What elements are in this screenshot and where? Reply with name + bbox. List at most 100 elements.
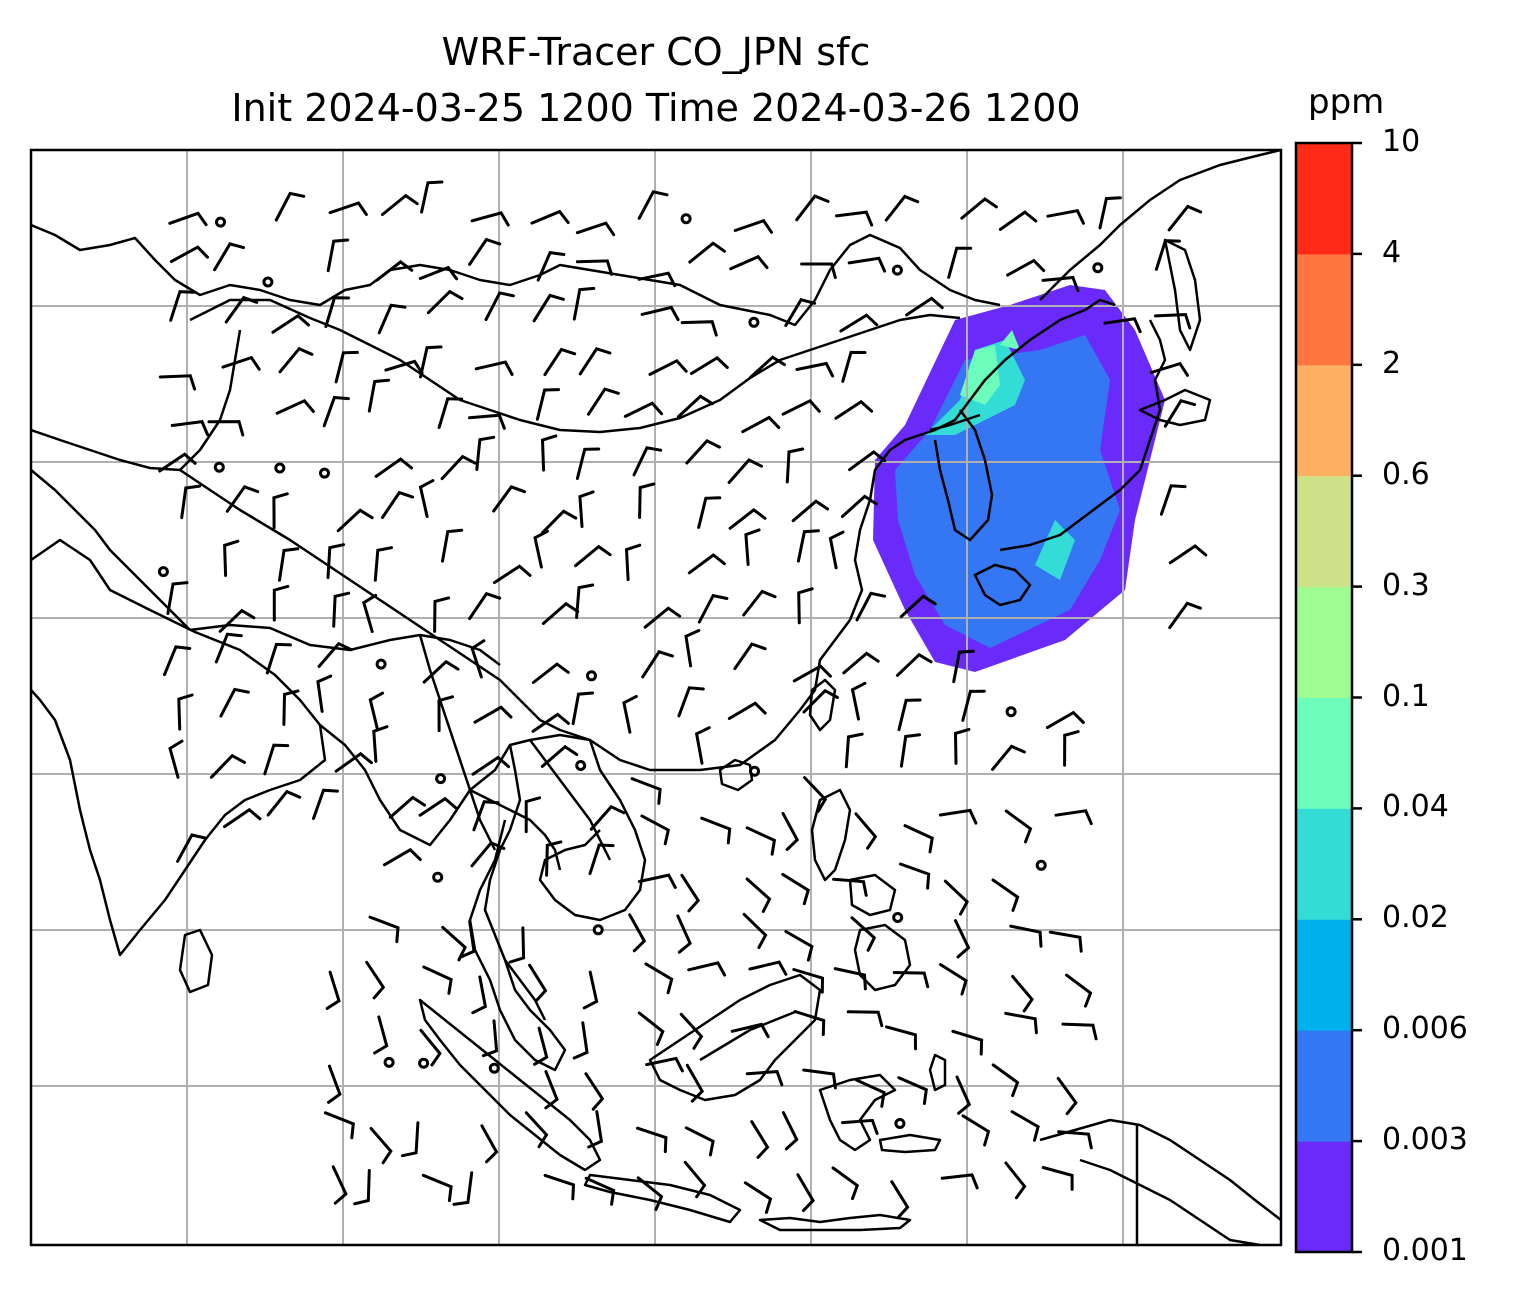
wind-barb: [846, 1010, 884, 1028]
wind-barb: [850, 681, 867, 721]
wind-barb: [578, 490, 595, 528]
wind-barb: [1061, 1022, 1098, 1041]
coast-lesser-sunda: [758, 1213, 912, 1232]
wind-barb: [274, 191, 306, 222]
wind-barb: [381, 193, 419, 216]
coast-borneo: [648, 973, 822, 1102]
wind-barb: [890, 1180, 910, 1219]
plume-level-004: [960, 330, 1020, 405]
wind-barb: [271, 313, 310, 334]
wind-barb: [728, 508, 767, 530]
colorbar-segment: [1296, 1141, 1352, 1253]
map-title-line1: WRF-Tracer CO_JPN sfc: [441, 30, 871, 74]
colorbar-tick-label: 0.3: [1382, 567, 1430, 603]
wind-calm-marker: [262, 276, 274, 288]
wind-barb: [332, 591, 351, 628]
wind-barb: [377, 303, 407, 335]
wind-barb: [898, 862, 931, 890]
wind-calm-marker: [435, 773, 447, 785]
wind-barb: [839, 313, 879, 333]
wind-barb: [828, 530, 845, 570]
wind-barb: [422, 659, 460, 684]
wind-barb: [1168, 544, 1208, 565]
colorbar-tick-label: 10: [1382, 124, 1421, 159]
wind-barb: [680, 873, 701, 913]
wind-barb: [265, 642, 292, 675]
wind-barb: [419, 345, 443, 379]
wind-barb: [481, 1019, 499, 1058]
wind-barb: [636, 1126, 668, 1154]
wind-barb: [991, 744, 1026, 771]
wind-barb: [541, 509, 578, 535]
wind-barb: [209, 753, 246, 779]
wind-barb: [697, 593, 729, 624]
wind-barb: [645, 1056, 684, 1073]
wind-barb: [471, 975, 488, 1015]
wind-barb: [781, 1111, 799, 1151]
wind-barb: [796, 529, 820, 563]
coast-new-guinea: [1039, 1118, 1281, 1221]
wind-barb: [373, 546, 393, 582]
wind-barb: [334, 751, 373, 773]
wind-barb: [169, 245, 209, 263]
wind-barb: [574, 544, 612, 568]
wind-barb: [535, 388, 561, 421]
colorbar-segment: [1296, 808, 1352, 920]
wind-barb: [742, 589, 777, 617]
wind-barb: [437, 695, 454, 733]
wind-barb: [170, 419, 209, 436]
wind-barb: [471, 755, 511, 776]
wind-calm-marker: [215, 216, 226, 228]
wind-barb: [743, 1181, 773, 1214]
wind-calm-marker: [575, 760, 587, 771]
wind-barb: [459, 920, 476, 959]
wind-calm-marker: [418, 1057, 430, 1069]
wind-barb: [727, 701, 767, 720]
wind-barb: [317, 641, 353, 668]
wind-barb: [322, 395, 350, 428]
wind-barb: [437, 397, 464, 429]
wind-barb: [365, 960, 386, 1000]
wind-barb: [1098, 196, 1122, 230]
wind-barb: [225, 484, 260, 513]
wind-barb: [1054, 809, 1093, 826]
wind-barb: [166, 581, 189, 615]
wind-barb: [991, 1063, 1020, 1098]
wind-barb: [536, 250, 566, 282]
map-area: [31, 150, 1281, 1245]
wind-barb: [328, 201, 368, 216]
wind-barb: [750, 1120, 770, 1159]
wind-calm-marker: [892, 912, 904, 923]
wind-barb: [381, 490, 415, 519]
colorbar-segment: [1296, 475, 1352, 588]
wind-barb: [685, 1063, 705, 1103]
wind-barb: [841, 350, 867, 383]
wind-barb: [940, 1173, 979, 1190]
border-laos-vietnam: [529, 739, 612, 861]
wind-barb: [792, 968, 825, 994]
wind-calm-marker: [383, 1056, 395, 1068]
colorbar-segment: [1296, 1030, 1352, 1142]
wind-barb: [899, 733, 922, 768]
wind-barb: [421, 1173, 453, 1203]
wind-barb: [687, 961, 727, 977]
wind-barb: [571, 691, 594, 726]
wind-barb: [792, 664, 832, 683]
wind-barb: [543, 347, 577, 377]
wind-calm-marker: [680, 213, 692, 225]
coast-sumatra: [418, 998, 602, 1172]
map-title-line2: Init 2024-03-25 1200 Time 2024-03-26 120…: [231, 86, 1081, 130]
wind-barb: [690, 356, 729, 375]
wind-barb: [533, 529, 549, 569]
coast-india-sea: [31, 538, 327, 957]
wind-barb: [218, 608, 256, 633]
wind-barb: [793, 1010, 826, 1036]
colorbar-tick-label: 0.006: [1382, 1011, 1468, 1047]
wind-barb: [727, 458, 763, 484]
coast-hokkaido: [1138, 388, 1212, 427]
wind-barb: [842, 651, 880, 675]
wind-barb: [223, 539, 240, 577]
wind-barb: [745, 1070, 784, 1087]
wind-barb: [630, 777, 662, 805]
wind-barb: [575, 221, 616, 237]
